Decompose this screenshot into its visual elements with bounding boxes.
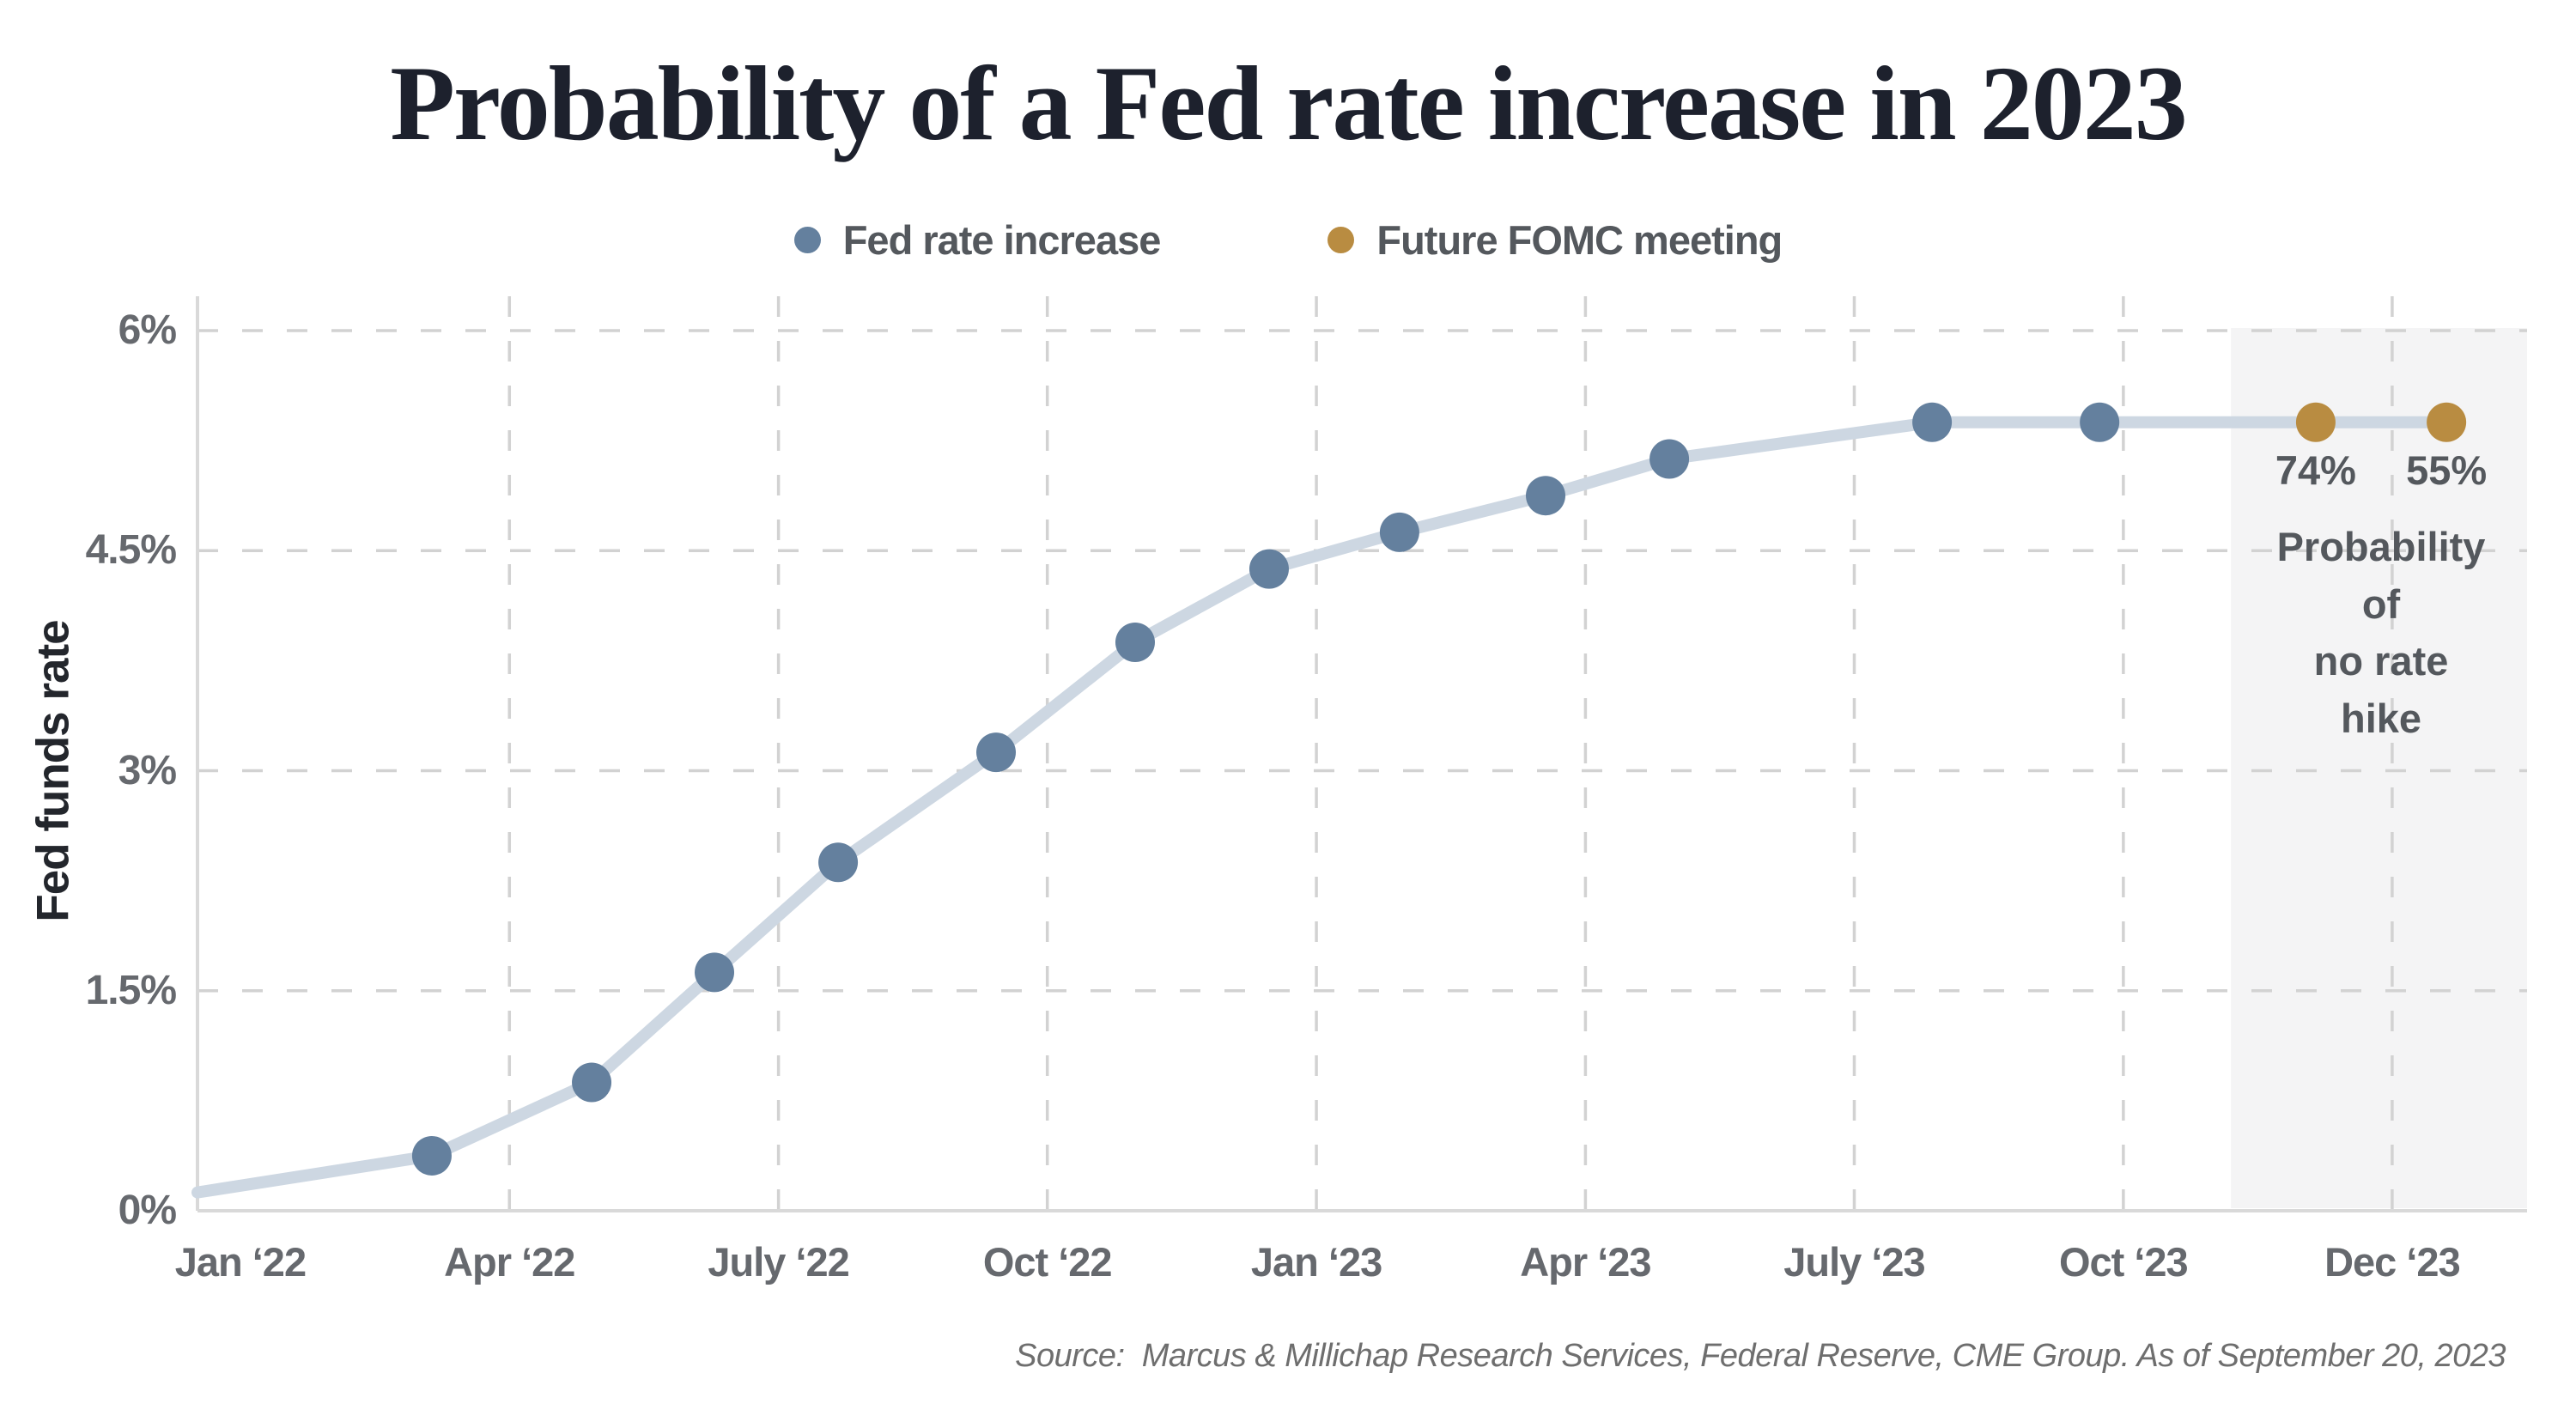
no-hike-probability-nov: 74%: [2275, 447, 2356, 493]
data-point-marker: [1526, 476, 1566, 516]
chart-title: Probability of a Fed rate increase in 20…: [390, 45, 2188, 162]
data-point-marker: [2427, 402, 2467, 442]
data-point-marker: [2080, 402, 2120, 442]
legend-item-fed-rate-increase: Fed rate increase: [793, 216, 1162, 264]
future-fomc-meeting-dot-icon: [1327, 227, 1355, 253]
x-tick-label: Dec ‘23: [2324, 1239, 2461, 1285]
x-tick-label: Oct ‘23: [2058, 1239, 2189, 1285]
source-note: Source: Marcus & Millichap Research Serv…: [1015, 1338, 2506, 1374]
x-tick-label: Jan ‘23: [1250, 1239, 1382, 1285]
data-point-marker: [411, 1135, 452, 1176]
x-tick-label: Apr ‘22: [444, 1239, 575, 1285]
no-rate-hike-note: Probability of no rate hike: [2276, 524, 2486, 742]
y-tick-label: 0%: [118, 1188, 177, 1233]
legend: Fed rate increase Future FOMC meeting: [0, 216, 2576, 264]
x-tick-label: Apr ‘23: [1520, 1239, 1651, 1285]
legend-label-future-fomc-meeting: Future FOMC meeting: [1376, 217, 1783, 263]
y-tick-label: 6%: [118, 307, 177, 353]
legend-label-fed-rate-increase: Fed rate increase: [842, 217, 1162, 263]
rate-line: [191, 416, 2453, 1199]
data-point-marker: [2295, 402, 2336, 442]
x-tick-label: Jan ‘22: [174, 1239, 307, 1285]
data-point-marker: [1912, 402, 1953, 442]
x-tick-label: July ‘22: [708, 1239, 849, 1285]
data-point-marker: [818, 842, 859, 883]
data-point-marker: [1115, 623, 1155, 663]
y-tick-label: 1.5%: [85, 967, 177, 1013]
legend-item-future-fomc-meeting: Future FOMC meeting: [1327, 216, 1783, 264]
fed-rate-increase-dot-icon: [793, 227, 821, 253]
y-tick-label: 3%: [118, 747, 177, 793]
data-point-marker: [695, 952, 735, 993]
y-tick-label: 4.5%: [85, 527, 177, 574]
data-point-marker: [976, 732, 1017, 773]
x-tick-label: July ‘23: [1783, 1239, 1925, 1285]
forecast-region: [2231, 328, 2527, 1208]
data-point-marker: [572, 1062, 612, 1103]
data-point-marker: [1249, 549, 1289, 589]
x-tick-label: Oct ‘22: [982, 1239, 1113, 1285]
data-point-marker: [1649, 439, 1690, 479]
data-point-marker: [1379, 512, 1419, 552]
no-hike-probability-dec: 55%: [2406, 447, 2488, 493]
